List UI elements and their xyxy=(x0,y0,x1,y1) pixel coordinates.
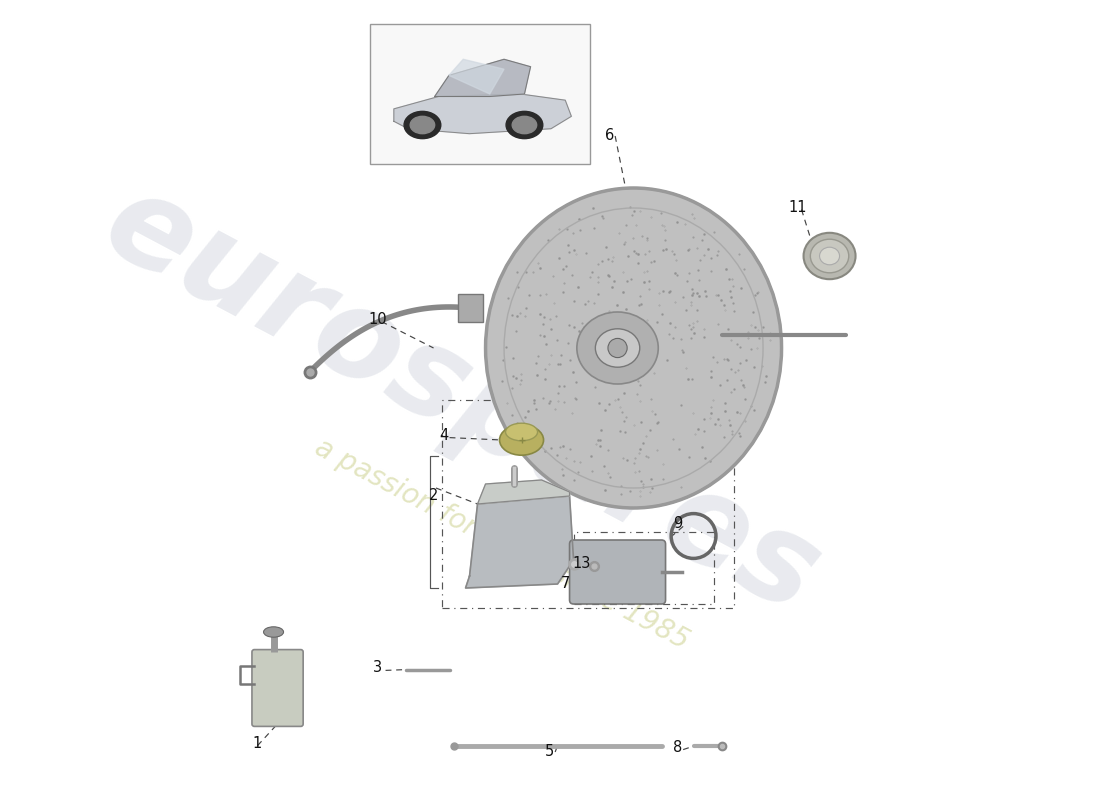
Ellipse shape xyxy=(804,233,856,279)
Polygon shape xyxy=(449,59,504,94)
FancyBboxPatch shape xyxy=(252,650,304,726)
Text: 3: 3 xyxy=(373,661,382,675)
Ellipse shape xyxy=(506,111,542,138)
Text: 6: 6 xyxy=(605,129,614,143)
Ellipse shape xyxy=(485,188,782,508)
Ellipse shape xyxy=(506,423,538,441)
Polygon shape xyxy=(477,480,570,504)
Text: a passion for parts since 1985: a passion for parts since 1985 xyxy=(310,433,693,655)
Bar xyxy=(441,400,734,608)
Bar xyxy=(573,532,714,604)
Text: 11: 11 xyxy=(789,201,806,215)
Ellipse shape xyxy=(595,329,640,367)
Bar xyxy=(370,24,590,164)
Polygon shape xyxy=(465,496,573,588)
Text: 13: 13 xyxy=(572,557,591,571)
Text: 2: 2 xyxy=(429,489,438,503)
Ellipse shape xyxy=(811,239,849,273)
Ellipse shape xyxy=(499,425,543,455)
Text: eurospares: eurospares xyxy=(85,161,839,639)
Text: 5: 5 xyxy=(544,745,554,759)
Text: 9: 9 xyxy=(673,517,682,531)
Ellipse shape xyxy=(264,627,284,637)
Circle shape xyxy=(608,338,627,358)
Text: 7: 7 xyxy=(561,577,570,591)
Ellipse shape xyxy=(820,247,839,265)
Ellipse shape xyxy=(410,116,435,134)
Polygon shape xyxy=(394,94,571,134)
Ellipse shape xyxy=(404,111,441,138)
Text: 10: 10 xyxy=(368,313,387,327)
Bar xyxy=(458,294,483,322)
Text: 1: 1 xyxy=(253,737,262,751)
Ellipse shape xyxy=(576,312,658,384)
FancyBboxPatch shape xyxy=(570,540,666,604)
Polygon shape xyxy=(434,59,530,97)
Text: 8: 8 xyxy=(673,741,682,755)
Ellipse shape xyxy=(513,116,537,134)
Text: 4: 4 xyxy=(439,429,449,443)
